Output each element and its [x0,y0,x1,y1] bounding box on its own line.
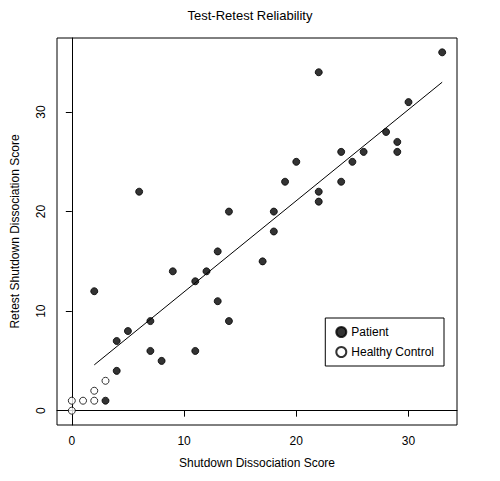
svg-text:Patient: Patient [351,325,389,339]
svg-text:30: 30 [402,434,416,448]
svg-text:30: 30 [34,105,48,119]
svg-text:20: 20 [34,205,48,219]
svg-text:20: 20 [290,434,304,448]
svg-text:0: 0 [34,407,48,414]
svg-text:0: 0 [68,434,75,448]
svg-text:10: 10 [34,304,48,318]
svg-text:Shutdown Dissociation Score: Shutdown Dissociation Score [179,456,335,470]
svg-text:Retest Shutdown Dissociation S: Retest Shutdown Dissociation Score [8,134,22,328]
svg-text:10: 10 [177,434,191,448]
svg-text:Test-Retest Reliability: Test-Retest Reliability [188,8,313,23]
svg-text:Healthy Control: Healthy Control [351,345,434,359]
